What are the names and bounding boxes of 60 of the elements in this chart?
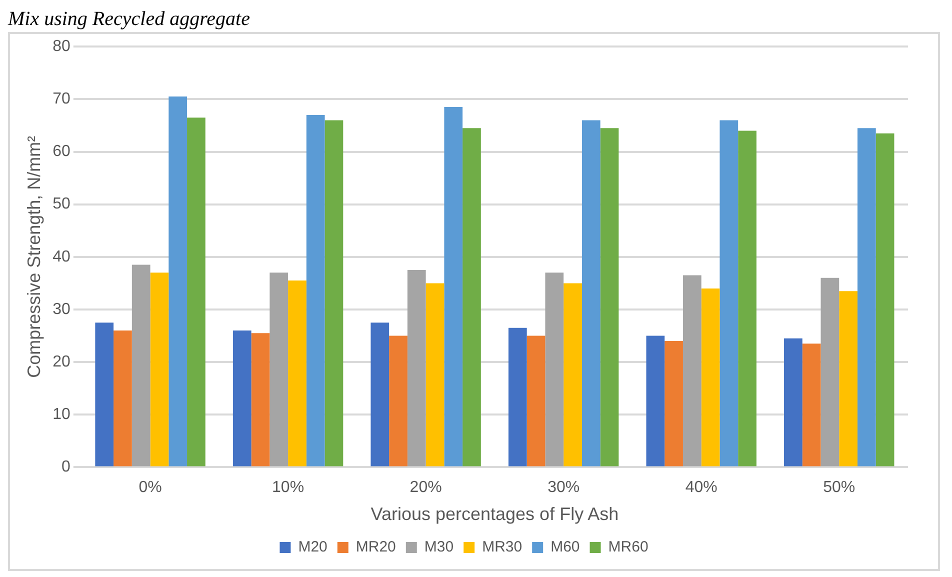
bar — [114, 330, 132, 466]
bar — [857, 128, 876, 466]
bar — [720, 120, 738, 466]
legend-label: M30 — [424, 538, 454, 556]
bar — [682, 275, 702, 466]
bar — [150, 272, 169, 466]
y-tick-label: 80 — [52, 38, 70, 56]
bar — [462, 128, 481, 466]
bar — [784, 338, 802, 466]
bar — [646, 336, 665, 466]
y-tick-label: 30 — [52, 300, 70, 318]
bar — [168, 96, 188, 466]
bar — [738, 130, 756, 466]
bar — [876, 133, 894, 466]
y-axis-title: Compressive Strength, N/mm² — [24, 136, 44, 378]
bar — [288, 280, 306, 466]
bar — [270, 272, 288, 466]
bar — [564, 283, 582, 466]
x-axis-title: Various percentages of Fly Ash — [370, 504, 619, 524]
y-tick-label: 10 — [52, 406, 70, 424]
bar — [664, 341, 683, 466]
y-tick-label: 50 — [52, 196, 70, 213]
bar — [444, 107, 463, 466]
x-tick-label: 10% — [272, 479, 304, 496]
bar — [426, 283, 444, 466]
bar — [187, 118, 206, 466]
y-tick-label: 0 — [61, 458, 70, 476]
x-tick-label: 20% — [410, 479, 442, 496]
bar — [232, 330, 252, 466]
bar — [370, 322, 390, 466]
legend-label: M20 — [298, 538, 328, 556]
legend-label: MR60 — [608, 538, 648, 556]
bar — [407, 270, 426, 466]
bar — [508, 328, 527, 466]
bar — [306, 114, 325, 466]
y-tick-label: 70 — [52, 90, 70, 108]
y-tick-label: 20 — [52, 353, 70, 370]
legend-label: MR20 — [356, 538, 396, 556]
x-tick-label: 50% — [823, 479, 856, 496]
y-tick-label: 40 — [52, 248, 70, 266]
chart-title: Mix using Recycled aggregate — [8, 8, 251, 32]
bar — [526, 336, 546, 466]
bar — [582, 120, 600, 466]
x-tick-label: 40% — [685, 479, 718, 496]
legend-label: M60 — [550, 538, 580, 556]
bar — [132, 264, 150, 466]
x-tick-label: 30% — [548, 479, 580, 496]
bar — [820, 278, 840, 466]
y-tick-label: 60 — [52, 143, 70, 160]
bar — [389, 336, 408, 466]
bar — [600, 128, 619, 466]
bar — [701, 288, 720, 466]
bar — [839, 291, 858, 466]
x-tick-label: 0% — [138, 479, 162, 496]
bar — [802, 344, 821, 466]
bar — [324, 120, 344, 466]
bar — [251, 333, 270, 466]
bar — [95, 322, 114, 466]
legend-label: MR30 — [482, 538, 522, 556]
bar — [545, 272, 564, 466]
